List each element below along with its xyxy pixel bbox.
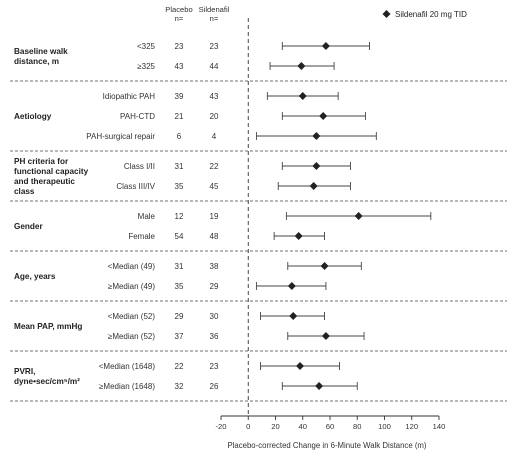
subgroup-label: <Median (1648) [99,362,156,371]
sildenafil-n-value: 48 [210,232,219,241]
group-title: Gender [14,222,43,231]
x-axis: -20 0 20 40 60 80 100 120 140 [216,415,446,431]
x-tick-label: 80 [353,422,361,431]
placebo-n-value: 35 [175,182,184,191]
sildenafil-n-value: 30 [210,312,219,321]
sildenafil-column-header: Sildenafil [199,5,230,14]
x-tick-label: 140 [433,422,446,431]
placebo-n-value: 39 [175,92,184,101]
sildenafil-n-value: 43 [210,92,219,101]
placebo-n-value: 23 [175,42,184,51]
group-title: PH criteria for [14,157,69,166]
group-title: functional capacity [14,167,89,176]
group-title: Mean PAP, mmHg [14,322,82,331]
sildenafil-n-value: 45 [210,182,219,191]
placebo-n-value: 31 [175,262,184,271]
sildenafil-n-value: 4 [212,132,217,141]
group-title: and therapeutic [14,177,75,186]
point-estimate-diamond [297,62,306,70]
legend-label: Sildenafil 20 mg TID [395,10,467,19]
point-estimate-diamond [312,162,321,170]
placebo-column-header: Placebo [165,5,192,14]
subgroup-label: Male [138,212,156,221]
subgroup-label: ≥Median (52) [108,332,155,341]
group-title: Age, years [14,272,56,281]
sildenafil-n-value: 44 [210,62,219,71]
subgroup-label: ≥Median (49) [108,282,155,291]
x-tick-label: 120 [405,422,418,431]
placebo-n-value: 22 [175,362,184,371]
subgroup-label: <Median (49) [108,262,156,271]
subgroup-label: PAH-CTD [120,112,155,121]
group-title: PVRI, [14,367,35,376]
sildenafil-n-value: 19 [210,212,219,221]
legend: Sildenafil 20 mg TID [382,10,467,19]
subgroup-label: ≥325 [137,62,155,71]
point-estimate-diamond [296,362,305,370]
sildenafil-n-value: 38 [210,262,219,271]
placebo-n-value: 21 [175,112,184,121]
sildenafil-n-value: 20 [210,112,219,121]
point-estimate-diamond [294,232,303,240]
point-estimate-diamond [319,112,328,120]
sildenafil-n-value: 36 [210,332,219,341]
x-tick-label: 40 [299,422,307,431]
subgroup-label: Female [128,232,155,241]
point-estimate-diamond [315,382,324,390]
point-estimate-diamond [354,212,363,220]
point-estimate-diamond [320,262,329,270]
placebo-n-value: 31 [175,162,184,171]
point-estimate-diamond [321,332,330,340]
point-estimate-diamond [289,312,298,320]
sildenafil-n-value: 22 [210,162,219,171]
sildenafil-n-header: n= [210,14,219,23]
placebo-n-value: 54 [175,232,184,241]
group-title: distance, m [14,57,59,66]
sildenafil-n-value: 29 [210,282,219,291]
sildenafil-n-value: 23 [210,42,219,51]
subgroup-label: <Median (52) [108,312,156,321]
x-axis-label: Placebo-corrected Change in 6-Minute Wal… [227,441,426,450]
subgroup-label: Class I/II [124,162,155,171]
group-title: Aetiology [14,112,52,121]
placebo-n-value: 37 [175,332,184,341]
placebo-n-value: 35 [175,282,184,291]
subgroup-label: Idiopathic PAH [103,92,156,101]
subgroup-label: PAH-surgical repair [86,132,155,141]
placebo-n-value: 43 [175,62,184,71]
x-tick-label: 100 [378,422,391,431]
placebo-n-value: 12 [175,212,184,221]
x-tick-label: 60 [326,422,334,431]
point-estimate-diamond [298,92,307,100]
point-estimate-diamond [321,42,330,50]
sildenafil-n-value: 23 [210,362,219,371]
subgroup-label: ≥Median (1648) [99,382,155,391]
point-estimate-diamond [287,282,296,290]
subgroup-label: <325 [137,42,156,51]
placebo-n-header: n= [175,14,184,23]
point-estimate-diamond [309,182,318,190]
placebo-n-value: 6 [177,132,182,141]
group-title: Baseline walk [14,47,68,56]
legend-diamond-marker [382,10,391,18]
placebo-n-value: 32 [175,382,184,391]
group-title: dyne•sec/cm⁵/m² [14,377,80,386]
group-title: class [14,187,35,196]
x-tick-label: 20 [271,422,279,431]
point-estimate-diamond [312,132,321,140]
subgroup-label: Class III/IV [116,182,155,191]
placebo-n-value: 29 [175,312,184,321]
x-tick-label: 0 [246,422,250,431]
column-headers: Placebo n= Sildenafil n= [165,5,229,23]
x-tick-label: -20 [216,422,227,431]
sildenafil-n-value: 26 [210,382,219,391]
